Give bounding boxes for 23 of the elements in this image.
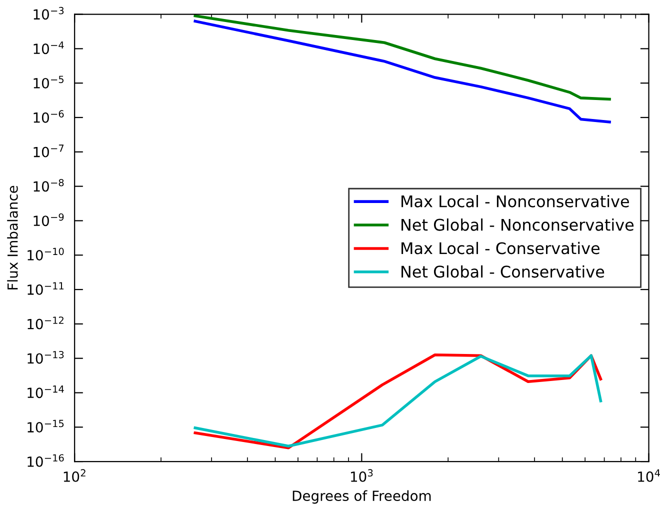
- legend-label: Net Global - Conservative: [402, 265, 604, 278]
- y-tick-label: 10$^{−6}$: [34, 110, 64, 123]
- y-tick-label: 10$^{−11}$: [28, 282, 64, 295]
- y-tick-label: 10$^{−14}$: [28, 386, 64, 398]
- y-tick-label: 10$^{−10}$: [28, 248, 64, 260]
- x-axis-title: Degrees of Freedom: [292, 490, 431, 504]
- legend-label: Max Local - Conservative: [402, 242, 600, 254]
- y-tick-label: 10$^{−5}$: [34, 76, 64, 88]
- y-tick-label: 10$^{−3}$: [34, 6, 64, 20]
- y-tick-label: 10$^{−16}$: [28, 454, 64, 467]
- y-tick-label: 10$^{−8}$: [34, 178, 64, 192]
- x-tick-label: 10$^{4}$: [638, 469, 660, 482]
- x-tick-label: 10$^{3}$: [350, 469, 373, 482]
- y-axis-title: Flux Imbalance: [7, 186, 18, 290]
- y-tick-label: 10$^{−4}$: [34, 41, 64, 54]
- y-tick-label: 10$^{−12}$: [28, 316, 64, 330]
- y-tick-label: 10$^{−15}$: [28, 420, 64, 433]
- legend-label: Net Global - Nonconservative: [402, 218, 634, 231]
- legend-label: Max Local - Nonconservative: [402, 195, 629, 208]
- y-tick-label: 10$^{−7}$: [34, 144, 64, 158]
- y-tick-label: 10$^{−9}$: [34, 213, 64, 226]
- y-tick-label: 10$^{−13}$: [28, 350, 64, 364]
- x-tick-label: 10$^{2}$: [64, 469, 86, 482]
